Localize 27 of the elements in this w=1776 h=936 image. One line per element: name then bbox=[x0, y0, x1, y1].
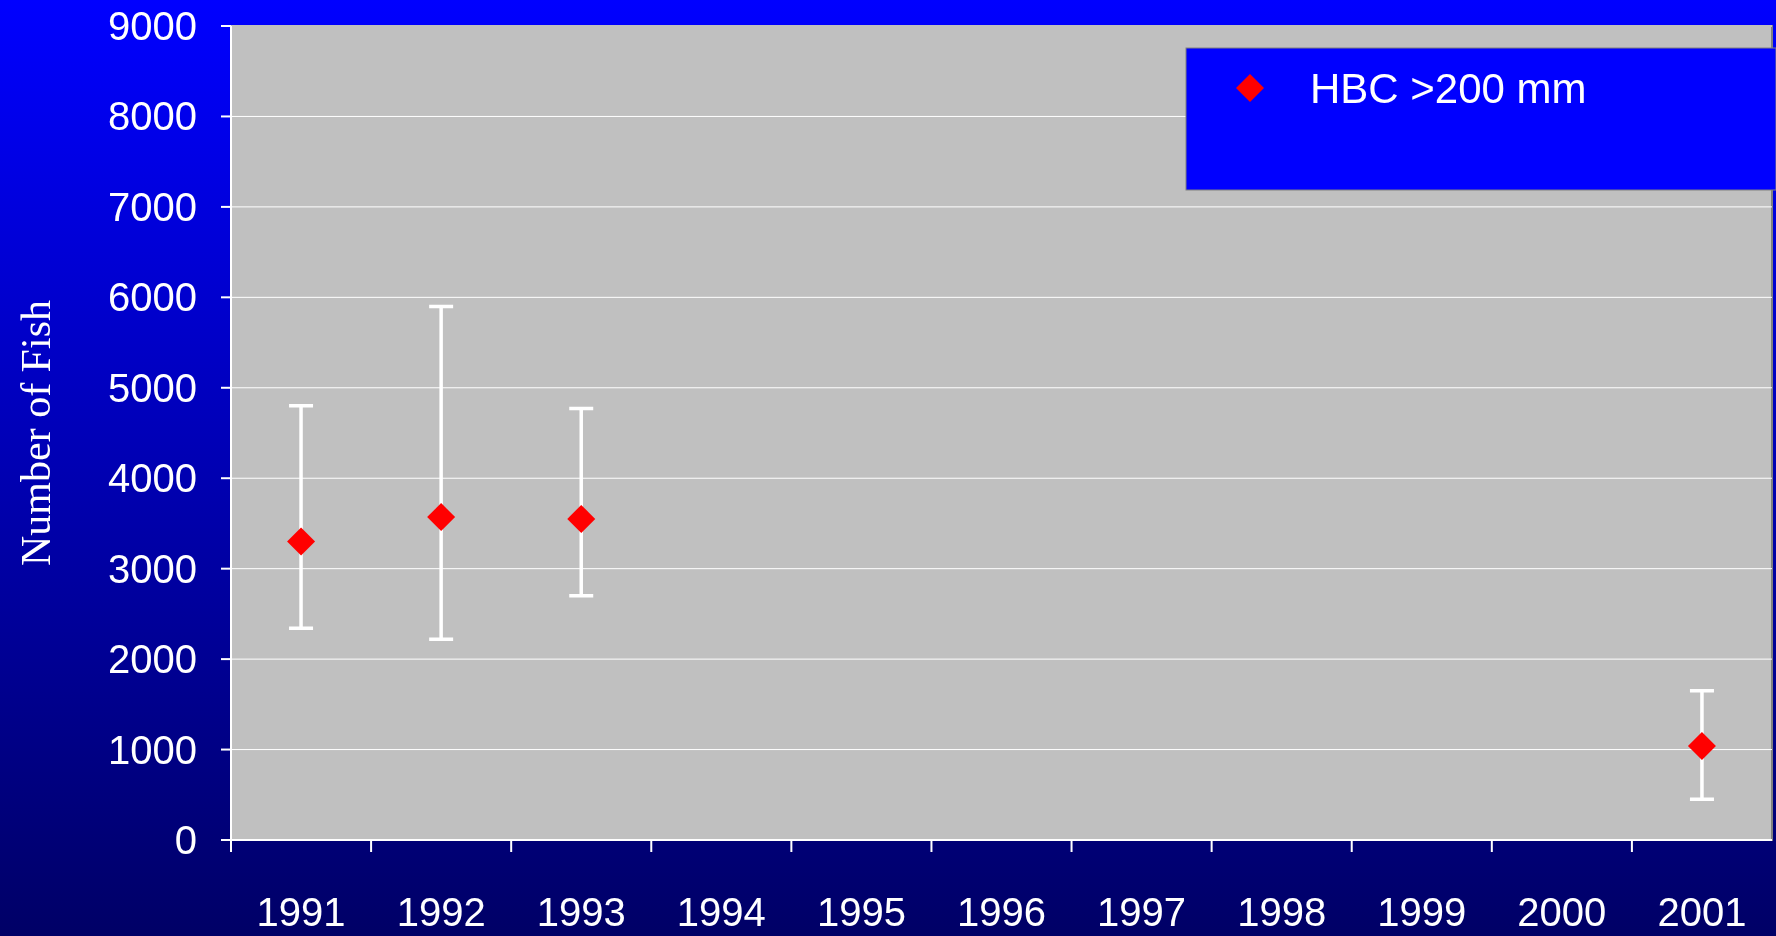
x-tick-label: 1997 bbox=[1097, 890, 1187, 934]
y-tick-label: 7000 bbox=[108, 184, 197, 229]
y-tick-label: 8000 bbox=[108, 94, 197, 139]
x-tick-label: 1991 bbox=[256, 890, 346, 934]
y-tick-label: 2000 bbox=[108, 637, 197, 682]
y-tick-label: 6000 bbox=[108, 275, 197, 320]
x-tick-label: 1992 bbox=[396, 890, 486, 934]
point bbox=[1687, 731, 1716, 760]
y-tick-label: 3000 bbox=[108, 546, 197, 591]
x-tick-label: 1996 bbox=[957, 890, 1046, 934]
y-tick-label: 5000 bbox=[108, 365, 197, 410]
point bbox=[287, 527, 316, 556]
y-axis-title: Number of Fish bbox=[13, 300, 59, 566]
legend-label: HBC >200 mm bbox=[1310, 64, 1587, 112]
y-tick-label: 9000 bbox=[108, 4, 197, 48]
x-tick-label: 2001 bbox=[1657, 890, 1747, 934]
y-tick-label: 0 bbox=[174, 818, 197, 862]
x-tick-label: 1999 bbox=[1377, 890, 1467, 934]
point bbox=[427, 503, 456, 532]
x-tick-label: 1994 bbox=[676, 890, 766, 934]
x-tick-label: 1993 bbox=[536, 890, 626, 934]
y-tick-label: 4000 bbox=[108, 456, 197, 501]
x-tick-label: 1995 bbox=[816, 890, 906, 934]
x-tick-label: 2000 bbox=[1517, 890, 1607, 934]
x-tick-label: 1998 bbox=[1237, 890, 1327, 934]
point bbox=[567, 504, 596, 533]
y-tick-label: 1000 bbox=[108, 727, 197, 772]
